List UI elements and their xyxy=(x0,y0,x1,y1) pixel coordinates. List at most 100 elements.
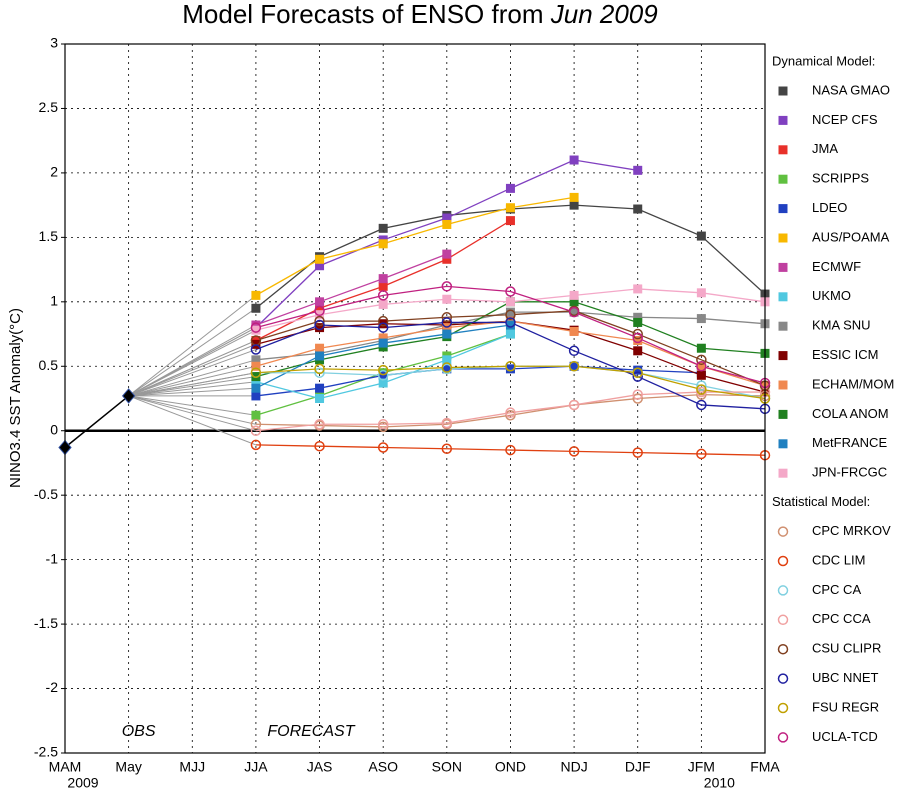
series-line xyxy=(255,253,448,326)
x-tick-label: MAM xyxy=(49,759,82,775)
marker xyxy=(696,361,706,371)
legend-label: CPC CCA xyxy=(812,611,871,626)
legend-label: AUS/POAMA xyxy=(812,229,890,244)
marker xyxy=(441,312,453,323)
marker xyxy=(569,192,579,202)
marker xyxy=(696,288,706,298)
marker xyxy=(250,425,262,436)
x-tick-label: MJJ xyxy=(179,759,205,775)
marker xyxy=(778,380,788,390)
marker xyxy=(696,380,707,391)
marker xyxy=(778,468,788,478)
marker xyxy=(315,254,325,264)
marker xyxy=(778,351,788,361)
series-line xyxy=(255,391,765,432)
legend-label: NASA GMAO xyxy=(812,82,890,97)
marker xyxy=(778,321,788,331)
marker xyxy=(251,361,261,371)
legend-label: CDC LIM xyxy=(812,552,865,567)
marker xyxy=(505,320,515,330)
x-tick-label: NDJ xyxy=(560,759,587,775)
marker xyxy=(633,165,643,175)
x-tick-label: DJF xyxy=(625,759,651,775)
legend-group-title: Statistical Model: xyxy=(772,494,870,509)
marker xyxy=(778,204,788,214)
marker xyxy=(633,365,643,375)
marker xyxy=(632,393,643,404)
marker xyxy=(314,319,325,331)
marker xyxy=(377,364,389,376)
marker xyxy=(633,312,643,322)
legend: Dynamical Model: NASA GMAO NCEP CFS JMA SCRI… xyxy=(772,53,894,743)
connector xyxy=(128,340,257,397)
legend-label: UCLA-TCD xyxy=(812,729,878,744)
marker xyxy=(442,355,452,365)
marker xyxy=(778,262,788,272)
y-tick-label: 0.5 xyxy=(39,357,59,373)
marker xyxy=(632,367,643,378)
marker xyxy=(777,643,789,655)
marker xyxy=(569,297,579,307)
x-tick-label: OND xyxy=(495,759,526,775)
marker xyxy=(314,363,325,375)
marker xyxy=(633,317,643,327)
series-line xyxy=(64,395,130,449)
y-tick-label: -1.5 xyxy=(34,615,58,631)
marker xyxy=(778,233,788,243)
connector xyxy=(128,395,256,416)
series-line xyxy=(255,365,702,397)
marker xyxy=(568,446,580,457)
marker xyxy=(314,315,325,327)
marker xyxy=(696,314,706,324)
marker xyxy=(377,290,389,301)
marker xyxy=(569,290,579,300)
marker xyxy=(778,439,788,449)
marker xyxy=(568,361,580,372)
y-tick-label: -0.5 xyxy=(34,486,58,502)
marker xyxy=(251,410,261,420)
legend-label: NCEP CFS xyxy=(812,112,878,127)
marker xyxy=(778,145,788,155)
marker xyxy=(250,322,262,333)
marker xyxy=(441,317,453,328)
y-tick-label: 1.5 xyxy=(39,228,59,244)
marker xyxy=(315,394,325,403)
marker xyxy=(314,440,325,452)
y-tick-label: -2 xyxy=(46,679,59,695)
legend-label: SCRIPPS xyxy=(812,171,869,186)
marker xyxy=(441,362,453,373)
connector xyxy=(128,395,257,446)
chart-title: Model Forecasts of ENSO from Jun 2009 xyxy=(182,0,657,29)
marker xyxy=(568,399,580,411)
marker xyxy=(778,174,788,184)
x-tick-label: SON xyxy=(432,759,462,775)
marker xyxy=(633,335,643,345)
marker xyxy=(696,399,707,411)
year-label: 2009 xyxy=(67,775,98,791)
annotation: FORECAST xyxy=(267,723,355,740)
legend-label: ECMWF xyxy=(812,259,861,274)
marker xyxy=(696,448,707,460)
legend-label: MetFRANCE xyxy=(812,435,887,450)
legend-label: UBC NNET xyxy=(812,670,879,685)
marker xyxy=(569,155,579,165)
marker xyxy=(250,367,262,378)
marker xyxy=(777,673,789,684)
title-date: Jun 2009 xyxy=(550,0,658,29)
marker xyxy=(569,361,579,371)
marker xyxy=(505,444,516,456)
marker xyxy=(250,419,262,430)
marker xyxy=(777,555,789,567)
marker xyxy=(777,732,789,743)
marker xyxy=(378,274,388,284)
marker xyxy=(633,204,643,214)
marker xyxy=(778,86,788,96)
marker xyxy=(778,409,788,419)
legend-label: CPC MRKOV xyxy=(812,523,891,538)
marker xyxy=(569,326,579,336)
y-tick-label: 0 xyxy=(50,421,58,437)
x-tick-label: JJA xyxy=(244,759,268,775)
marker xyxy=(505,307,515,317)
marker xyxy=(377,442,389,453)
marker xyxy=(442,249,452,259)
